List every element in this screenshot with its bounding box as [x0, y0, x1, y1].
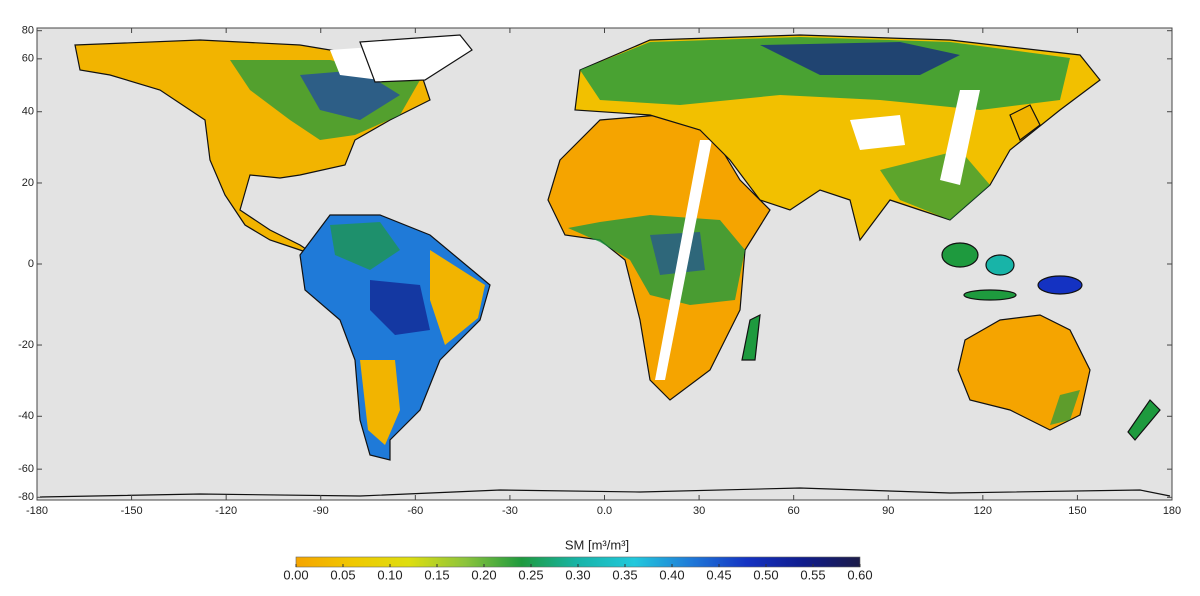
x-tick-label: -150 [121, 505, 143, 517]
colorbar-tick-label: 0.45 [706, 567, 731, 582]
swath-gap [655, 140, 712, 380]
colorbar-tick-label: 0.25 [518, 567, 543, 582]
madagascar [741, 313, 761, 361]
island [963, 289, 1017, 301]
y-tick-label: 20 [22, 177, 34, 189]
x-tick-label: -180 [26, 505, 48, 517]
australia [957, 314, 1091, 431]
y-tick-label: -40 [18, 410, 34, 422]
y-tick-label: -80 [18, 491, 34, 503]
moisture-patch [760, 42, 960, 75]
no-data [850, 115, 905, 150]
y-tick-label: 60 [22, 53, 34, 65]
island [1037, 275, 1083, 295]
x-tick-label: 150 [1068, 505, 1086, 517]
moisture-patch [330, 222, 400, 270]
x-tick-label: 120 [974, 505, 992, 517]
axes: -180 -150 -120 -90 -60 -30 0.0 30 60 90 120 150 180 8… [18, 25, 1181, 517]
colorbar-tick-label: 0.05 [330, 567, 355, 582]
x-tick-label: -120 [215, 505, 237, 517]
island [985, 254, 1015, 276]
x-tick-label: 0.0 [597, 505, 612, 517]
y-tick-label: -60 [18, 463, 34, 475]
antarctica-coast [39, 487, 1171, 498]
x-tick-label: 180 [1163, 505, 1181, 517]
colorbar-tick-label: 0.00 [283, 567, 308, 582]
colorbar-tick-label: 0.30 [565, 567, 590, 582]
colorbar-tick-label: 0.60 [847, 567, 872, 582]
colorbar-label: SM [m³/m³] [565, 537, 629, 552]
x-tick-label: 60 [788, 505, 800, 517]
land-masses [39, 34, 1171, 498]
new-zealand [1127, 399, 1161, 441]
greenland [359, 34, 473, 83]
x-tick-label: -90 [313, 505, 329, 517]
y-tick-label: 40 [22, 106, 34, 118]
x-tick-label: -30 [502, 505, 518, 517]
moisture-patch [1050, 390, 1080, 425]
moisture-patch [370, 280, 430, 335]
x-tick-label: 30 [693, 505, 705, 517]
colorbar-tick-label: 0.20 [471, 567, 496, 582]
colorbar-tick-label: 0.55 [800, 567, 825, 582]
x-tick-label: 90 [882, 505, 894, 517]
dry-patch [430, 250, 485, 345]
y-tick-label: 0 [28, 258, 34, 270]
island [941, 242, 979, 268]
colorbar-tick-label: 0.35 [612, 567, 637, 582]
colorbar-tick-label: 0.50 [753, 567, 778, 582]
dry-patch [360, 360, 400, 445]
japan [1009, 104, 1041, 141]
colorbar-tick-label: 0.40 [659, 567, 684, 582]
colorbar-tick-label: 0.10 [377, 567, 402, 582]
x-tick-label: -60 [407, 505, 423, 517]
colorbar-tick-label: 0.15 [424, 567, 449, 582]
y-tick-label: -20 [18, 339, 34, 351]
y-tick-label: 80 [22, 25, 34, 37]
swath-gap [940, 90, 980, 185]
